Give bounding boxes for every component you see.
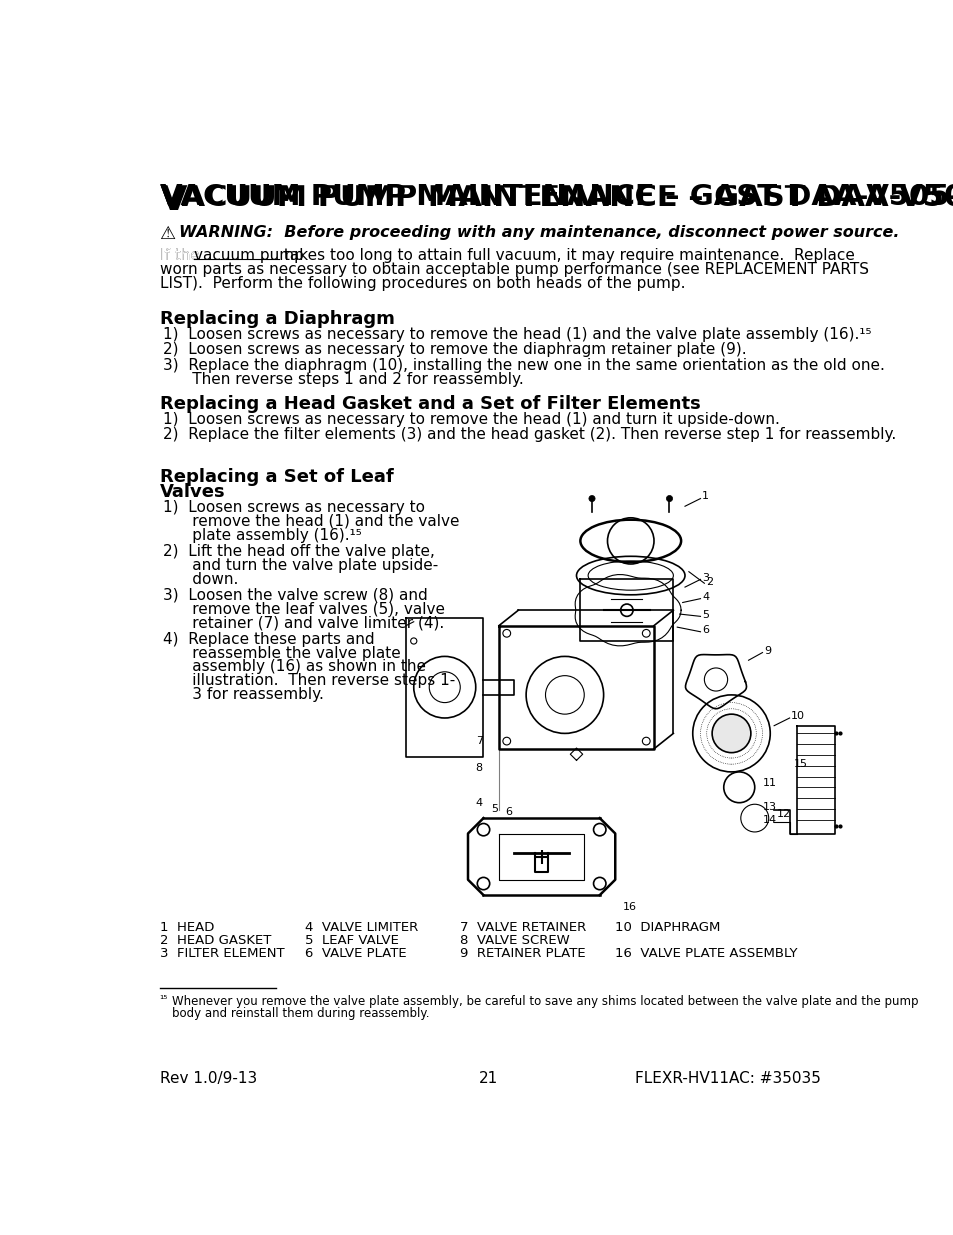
Text: 6  VALVE PLATE: 6 VALVE PLATE — [305, 947, 406, 960]
Text: 2: 2 — [705, 577, 712, 587]
Text: Replacing a Diaphragm: Replacing a Diaphragm — [159, 310, 394, 329]
Text: 9  RETAINER PLATE: 9 RETAINER PLATE — [459, 947, 585, 960]
Text: 14: 14 — [761, 815, 776, 825]
Text: 1  HEAD: 1 HEAD — [159, 920, 213, 934]
Text: 6: 6 — [505, 806, 512, 816]
Text: Replacing a Head Gasket and a Set of Filter Elements: Replacing a Head Gasket and a Set of Fil… — [159, 395, 700, 412]
Text: FLEXR-HV11AC: #35035: FLEXR-HV11AC: #35035 — [634, 1071, 820, 1086]
Text: 10  DIAPHRAGM: 10 DIAPHRAGM — [615, 920, 720, 934]
Text: If the: If the — [159, 248, 204, 263]
Text: V: V — [159, 183, 188, 217]
Text: takes too long to attain full vacuum, it may require maintenance.  Replace: takes too long to attain full vacuum, it… — [279, 248, 854, 263]
Text: 13: 13 — [761, 802, 776, 811]
Text: remove the leaf valves (5), valve: remove the leaf valves (5), valve — [163, 601, 445, 616]
Text: retainer (7) and valve limiter (4).: retainer (7) and valve limiter (4). — [163, 615, 444, 631]
Circle shape — [666, 495, 672, 501]
Text: ¹⁵: ¹⁵ — [159, 995, 168, 1005]
Text: and turn the valve plate upside-: and turn the valve plate upside- — [163, 558, 438, 573]
Text: 5: 5 — [491, 804, 497, 814]
Text: 1: 1 — [701, 492, 708, 501]
Text: 7: 7 — [476, 736, 482, 746]
Text: 12: 12 — [776, 809, 790, 819]
Text: plate assembly (16).¹⁵: plate assembly (16).¹⁵ — [163, 527, 362, 543]
Text: 1)  Loosen screws as necessary to remove the head (1) and turn it upside-down.: 1) Loosen screws as necessary to remove … — [163, 411, 780, 426]
Text: 3)  Replace the diaphragm (10), installing the new one in the same orientation a: 3) Replace the diaphragm (10), installin… — [163, 358, 884, 373]
Text: 10: 10 — [790, 711, 804, 721]
Text: 2  HEAD GASKET: 2 HEAD GASKET — [159, 934, 271, 946]
Text: vacuum pump: vacuum pump — [194, 248, 304, 263]
Text: remove the head (1) and the valve: remove the head (1) and the valve — [163, 514, 459, 529]
Text: 4)  Replace these parts and: 4) Replace these parts and — [163, 632, 375, 647]
Text: 4: 4 — [476, 798, 482, 808]
Text: 9: 9 — [763, 646, 770, 656]
Text: 8: 8 — [476, 763, 482, 773]
Text: 6: 6 — [701, 625, 708, 635]
Text: 3 for reassembly.: 3 for reassembly. — [163, 687, 324, 703]
Text: 2)  Loosen screws as necessary to remove the diaphragm retainer plate (9).: 2) Loosen screws as necessary to remove … — [163, 342, 746, 357]
Text: 21: 21 — [478, 1071, 498, 1086]
Text: 5  LEAF VALVE: 5 LEAF VALVE — [305, 934, 398, 946]
Text: down.: down. — [163, 572, 238, 587]
Circle shape — [588, 495, 595, 501]
Text: assembly (16) as shown in the: assembly (16) as shown in the — [163, 659, 426, 674]
Text: 16: 16 — [622, 902, 637, 911]
Text: 7  VALVE RETAINER: 7 VALVE RETAINER — [459, 920, 586, 934]
Text: 4: 4 — [701, 592, 708, 603]
Text: 11: 11 — [761, 778, 776, 788]
Text: 2)  Lift the head off the valve plate,: 2) Lift the head off the valve plate, — [163, 543, 435, 559]
Circle shape — [711, 714, 750, 752]
Text: 2)  Replace the filter elements (3) and the head gasket (2). Then reverse step 1: 2) Replace the filter elements (3) and t… — [163, 427, 896, 442]
Text: reassemble the valve plate: reassemble the valve plate — [163, 646, 401, 661]
Text: 8  VALVE SCREW: 8 VALVE SCREW — [459, 934, 569, 946]
Text: WARNING:  Before proceeding with any maintenance, disconnect power source.: WARNING: Before proceeding with any main… — [179, 225, 899, 240]
Bar — [159, 153, 833, 184]
Text: 3  FILTER ELEMENT: 3 FILTER ELEMENT — [159, 947, 284, 960]
Text: 4  VALVE LIMITER: 4 VALVE LIMITER — [305, 920, 418, 934]
Text: 1)  Loosen screws as necessary to: 1) Loosen screws as necessary to — [163, 500, 425, 515]
Text: ⚠: ⚠ — [159, 225, 175, 243]
Text: VACUUM PUMP MAINTENANCE – GAST DAA-V505-GB/D: VACUUM PUMP MAINTENANCE – GAST DAA-V505-… — [159, 183, 953, 211]
Text: If the: If the — [159, 248, 204, 263]
Text: Then reverse steps 1 and 2 for reassembly.: Then reverse steps 1 and 2 for reassembl… — [163, 372, 523, 387]
Text: Replacing a Set of Leaf: Replacing a Set of Leaf — [159, 468, 393, 485]
Text: Rev 1.0/9-13: Rev 1.0/9-13 — [159, 1071, 256, 1086]
Text: illustration.  Then reverse steps 1-: illustration. Then reverse steps 1- — [163, 673, 456, 688]
Text: 1)  Loosen screws as necessary to remove the head (1) and the valve plate assemb: 1) Loosen screws as necessary to remove … — [163, 327, 871, 342]
Text: worn parts as necessary to obtain acceptable pump performance (see REPLACEMENT P: worn parts as necessary to obtain accept… — [159, 262, 867, 277]
Text: 3)  Loosen the valve screw (8) and: 3) Loosen the valve screw (8) and — [163, 588, 428, 603]
Text: body and reinstall them during reassembly.: body and reinstall them during reassembl… — [172, 1007, 429, 1020]
Text: LIST).  Perform the following procedures on both heads of the pump.: LIST). Perform the following procedures … — [159, 275, 684, 291]
Text: Valves: Valves — [159, 483, 225, 501]
Text: 5: 5 — [701, 610, 708, 620]
Text: 16  VALVE PLATE ASSEMBLY: 16 VALVE PLATE ASSEMBLY — [615, 947, 797, 960]
Text: Whenever you remove the valve plate assembly, be careful to save any shims locat: Whenever you remove the valve plate asse… — [172, 995, 918, 1008]
Text: 3: 3 — [701, 573, 708, 583]
Text: 15: 15 — [793, 760, 806, 769]
Text: VACUUM PUMP MAINTENANCE – GAST DAA-V505-GB/D: VACUUM PUMP MAINTENANCE – GAST DAA-V505-… — [159, 183, 953, 212]
